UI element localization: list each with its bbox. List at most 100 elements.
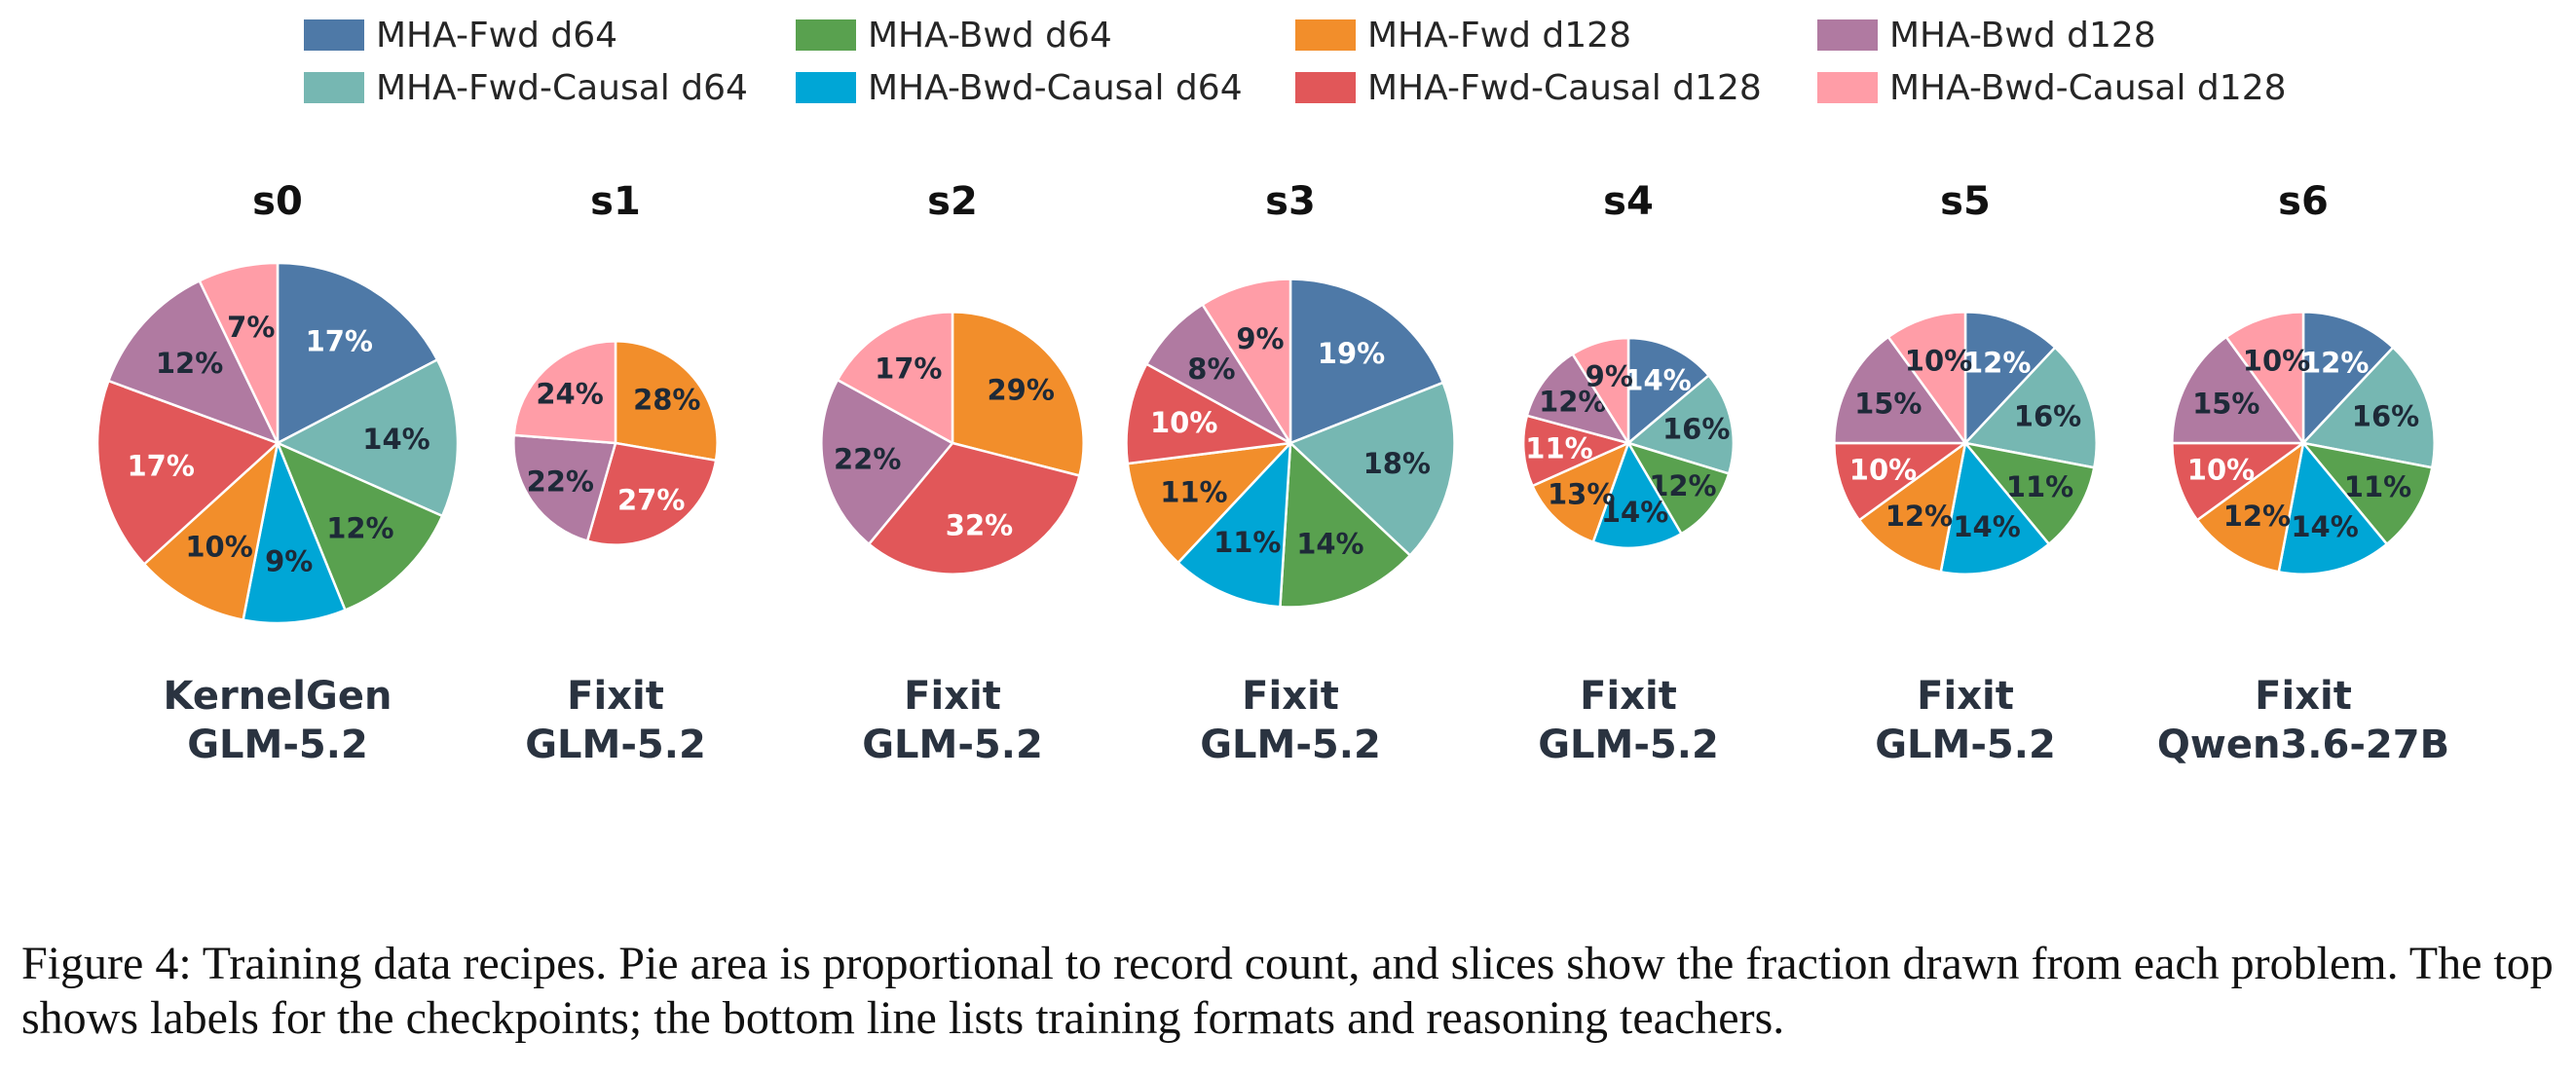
slice-label: 22% [834, 443, 901, 476]
pie-slice [2224, 311, 2305, 445]
pie-title: s4 [1603, 179, 1654, 224]
pie-slice [1886, 311, 1967, 445]
pie-slice [1626, 441, 1731, 536]
pie-slice [1525, 352, 1630, 445]
legend-label: MHA-Bwd-Causal d64 [868, 68, 1243, 108]
pie-slice [512, 433, 617, 542]
slice-label: 12% [156, 347, 223, 380]
slice-label: 16% [1662, 413, 1730, 446]
slice-label: 10% [2243, 345, 2310, 378]
pie-slice [836, 311, 954, 445]
pie-slice [242, 441, 347, 625]
slice-label: 18% [1363, 447, 1431, 480]
pie-slice [512, 340, 617, 445]
pie-slice [276, 261, 439, 445]
slice-label: 9% [1586, 360, 1633, 393]
slice-label: 10% [2187, 454, 2255, 487]
slice-label: 7% [227, 311, 275, 344]
slice-label: 11% [1213, 526, 1281, 559]
slice-label: 10% [1150, 406, 1217, 439]
pie-slice [1521, 414, 1630, 488]
pie-slice [585, 441, 718, 546]
slice-label: 11% [1525, 432, 1592, 465]
pie-slice [1531, 441, 1630, 543]
pie-slice [1201, 278, 1292, 445]
legend-label: MHA-Fwd d64 [376, 16, 617, 56]
pie-slice [2301, 441, 2434, 546]
slice-label: 16% [2014, 400, 2081, 433]
slice-label: 12% [1885, 500, 1953, 533]
legend-label: MHA-Bwd d64 [868, 16, 1112, 56]
pie-slice [107, 279, 280, 445]
legend-swatch [304, 72, 364, 103]
slice-label: 10% [1849, 454, 1917, 487]
pie-title: s3 [1265, 179, 1316, 224]
slice-label: 14% [1296, 527, 1363, 560]
pie-slice [1857, 441, 1967, 574]
pie-slice [1125, 362, 1292, 465]
slice-label: 15% [1854, 388, 1922, 421]
pie-slice [276, 358, 460, 518]
slice-label: 27% [617, 484, 685, 517]
slice-label: 14% [2291, 510, 2358, 543]
pie-slice [614, 340, 719, 463]
pie-format-label: KernelGen [164, 674, 392, 719]
pie-slice [1626, 374, 1736, 475]
slice-label: 32% [946, 509, 1013, 542]
slice-label: 11% [2344, 470, 2411, 503]
pie-format-label: Fixit [2255, 674, 2352, 719]
legend: MHA-Fwd d64 MHA-Fwd-Causal d64 MHA-Bwd d64… [304, 16, 2287, 108]
pie-slice [1279, 441, 1412, 609]
legend-label: MHA-Bwd d128 [1889, 16, 2156, 56]
pie-slice [1288, 381, 1456, 557]
pie-slice [1963, 346, 2098, 469]
pie-format-label: Fixit [1580, 674, 1677, 719]
pie-slice [142, 441, 280, 621]
pie-title: s2 [927, 179, 978, 224]
slice-label: 15% [2192, 388, 2259, 421]
pie-slice [2277, 441, 2389, 575]
slice-label: 10% [185, 530, 252, 563]
slice-label: 14% [1953, 510, 2020, 543]
slice-label: 13% [1548, 477, 1615, 510]
pie-teacher-label: GLM-5.2 [1200, 723, 1381, 767]
slice-label: 11% [1160, 476, 1227, 509]
pie-format-label: Fixit [1242, 674, 1339, 719]
pie-slice [2195, 441, 2305, 574]
slice-label: 28% [633, 384, 700, 417]
pie-slice [1176, 441, 1292, 609]
legend-swatch [796, 19, 856, 51]
pie-slice [1833, 335, 1967, 445]
pie-slice [1571, 336, 1630, 445]
pie-slice [1939, 441, 2051, 575]
slice-label: 14% [1601, 496, 1668, 529]
pie-slice [1833, 441, 1967, 522]
pie-teacher-label: Qwen3.6-27B [2157, 723, 2449, 767]
pie-slice [1626, 336, 1710, 445]
pie-slice [1963, 311, 2057, 445]
pie-slice [1126, 441, 1292, 565]
slice-label: 24% [536, 377, 603, 410]
legend-label: MHA-Fwd-Causal d64 [376, 68, 748, 108]
pie-slice [1963, 441, 2096, 546]
slice-label: 22% [527, 464, 594, 498]
slice-label: 10% [1905, 345, 1972, 378]
pie-slice [2301, 311, 2395, 445]
slice-label: 12% [2301, 346, 2369, 379]
slice-label: 14% [362, 423, 429, 456]
pie-format-label: Fixit [904, 674, 1001, 719]
slice-label: 9% [1236, 322, 1284, 355]
slice-label: 16% [2352, 400, 2419, 433]
slice-label: 12% [1963, 346, 2031, 379]
figure-caption: Figure 4: Training data recipes. Pie are… [21, 938, 2554, 1044]
pie-teacher-label: GLM-5.2 [187, 723, 368, 767]
pie-slice [951, 311, 1085, 477]
legend-swatch [1817, 72, 1878, 103]
slice-label: 17% [306, 325, 373, 358]
pie-slice [1591, 441, 1683, 550]
slice-label: 8% [1187, 352, 1235, 386]
pie-teacher-label: GLM-5.2 [1538, 723, 1719, 767]
